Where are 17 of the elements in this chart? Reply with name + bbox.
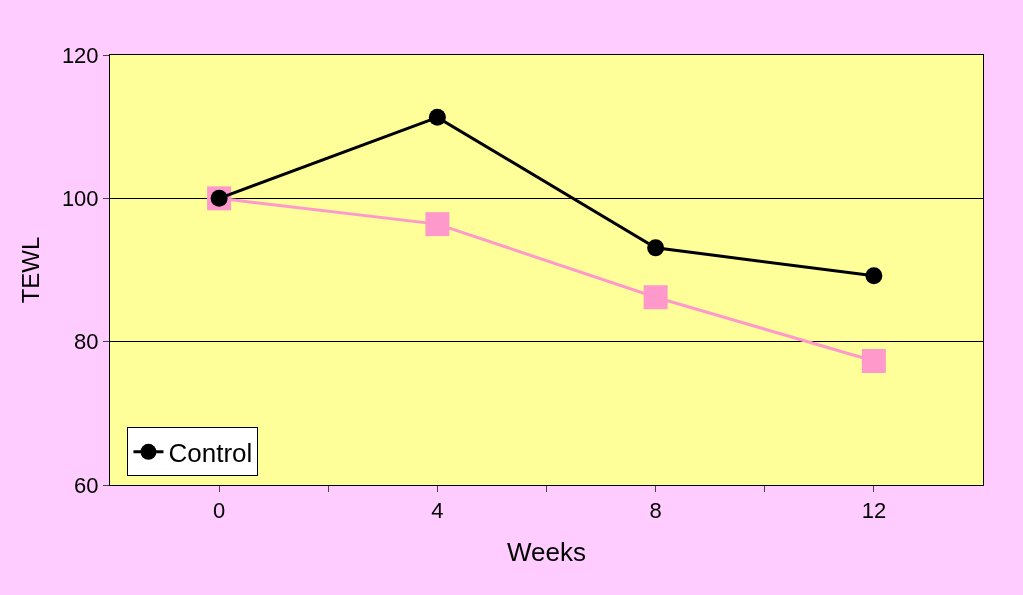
x-tick-label: 12	[861, 498, 887, 524]
point	[861, 349, 886, 374]
point	[647, 239, 665, 257]
y-tick-label: 60	[74, 472, 99, 498]
x-tick-label: 8	[649, 498, 662, 524]
y-tick-label: 120	[61, 42, 99, 68]
y-tick-label: 100	[61, 186, 99, 212]
point	[425, 212, 450, 237]
y-tick-label: 80	[74, 329, 99, 355]
x-axis-title: Weeks	[507, 537, 586, 568]
point	[865, 267, 883, 285]
y-axis-title: TEWL	[16, 236, 44, 304]
legend-label: Control	[168, 437, 253, 468]
x-tick-label: 4	[431, 498, 444, 524]
point	[643, 285, 668, 310]
point	[428, 108, 446, 126]
x-tick-label: 0	[213, 498, 226, 524]
